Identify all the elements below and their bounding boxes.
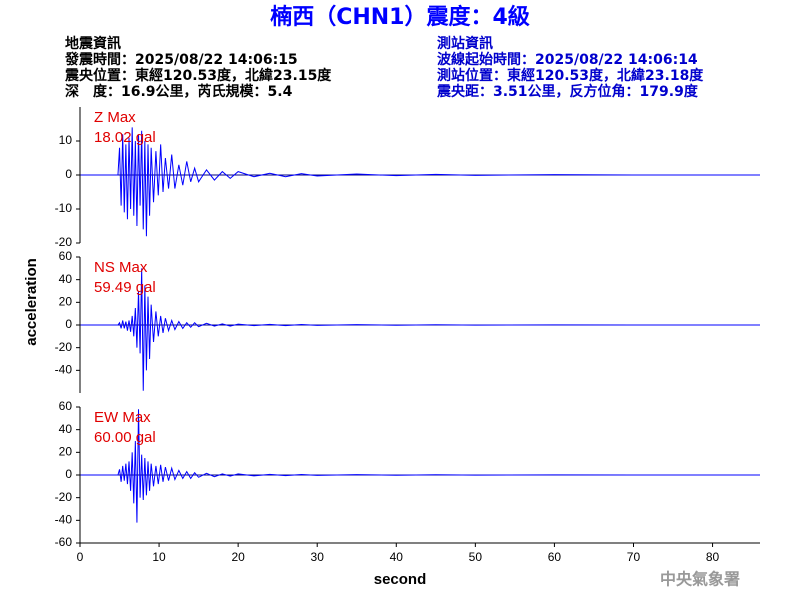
info-right: 波線起始時間：2025/08/22 14:06:14 <box>437 51 698 68</box>
x-tick-label: 70 <box>627 550 641 564</box>
info-left: 地震資訊 <box>65 35 121 52</box>
info-right: 測站位置：東經120.53度，北緯23.18度 <box>437 67 704 84</box>
info-right: 震央距：3.51公里，反方位角：179.9度 <box>436 83 699 100</box>
y-tick-label: 40 <box>59 272 73 286</box>
y-tick-label: -20 <box>55 235 73 249</box>
x-axis-label: second <box>374 571 427 588</box>
max-annotation: NS Max <box>94 259 148 276</box>
y-tick-label: 0 <box>65 467 72 481</box>
y-tick-label: 60 <box>59 249 73 263</box>
max-annotation: EW Max <box>94 409 151 426</box>
y-tick-label: -20 <box>55 490 73 504</box>
x-tick-label: 50 <box>469 550 483 564</box>
footer: 中央氣象署 <box>660 570 740 589</box>
y-tick-label: 20 <box>59 445 73 459</box>
y-axis-label: acceleration <box>23 258 40 346</box>
info-left: 震央位置：東經120.53度，北緯23.15度 <box>64 67 332 84</box>
y-tick-label: -60 <box>55 535 73 549</box>
x-tick-label: 80 <box>706 550 720 564</box>
y-tick-label: -10 <box>55 201 73 215</box>
max-annotation: 59.49 gal <box>94 279 156 296</box>
y-tick-label: -40 <box>55 363 73 377</box>
y-tick-label: 0 <box>65 317 72 331</box>
y-tick-label: 20 <box>59 295 73 309</box>
y-tick-label: -20 <box>55 340 73 354</box>
x-tick-label: 30 <box>311 550 325 564</box>
y-tick-label: 0 <box>65 167 72 181</box>
max-annotation: 60.00 gal <box>94 429 156 446</box>
y-tick-label: 40 <box>59 422 73 436</box>
waveform <box>80 127 760 237</box>
info-left: 深 度：16.9公里，芮氏規模：5.4 <box>65 83 293 100</box>
waveform <box>80 409 760 523</box>
title: 楠西（CHN1）震度：4級 <box>270 4 530 30</box>
x-tick-label: 40 <box>390 550 404 564</box>
x-tick-label: 60 <box>548 550 562 564</box>
y-tick-label: 10 <box>59 133 73 147</box>
x-tick-label: 0 <box>77 550 84 564</box>
y-tick-label: 60 <box>59 399 73 413</box>
x-tick-label: 10 <box>152 550 166 564</box>
y-tick-label: -40 <box>55 513 73 527</box>
info-right: 測站資訊 <box>437 35 493 52</box>
info-left: 發震時間：2025/08/22 14:06:15 <box>64 51 298 68</box>
max-annotation: Z Max <box>94 109 136 126</box>
waveform <box>80 268 760 391</box>
x-tick-label: 20 <box>231 550 245 564</box>
max-annotation: 18.02 gal <box>94 129 156 146</box>
